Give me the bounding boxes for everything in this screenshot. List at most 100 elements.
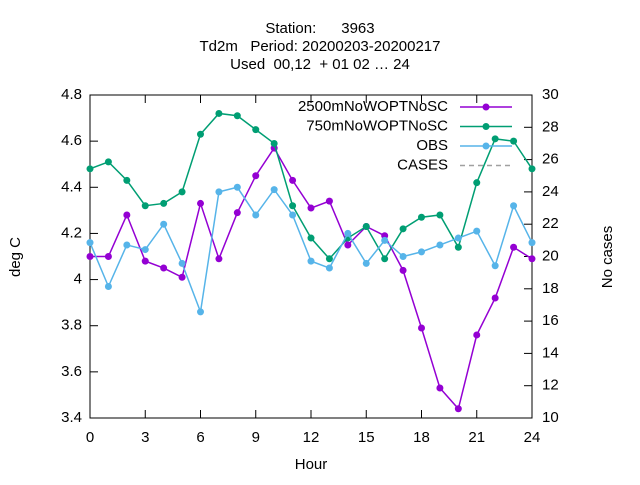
point [362, 223, 370, 231]
point [418, 213, 425, 221]
x-tick-label: 9 [252, 429, 260, 446]
point [307, 234, 315, 242]
point [233, 183, 241, 191]
point [123, 241, 131, 249]
point [160, 199, 168, 207]
point [528, 239, 536, 247]
y2-axis-label: No cases [599, 226, 616, 289]
point [510, 202, 518, 210]
point [436, 241, 444, 249]
point [104, 282, 112, 290]
point [252, 126, 260, 134]
point [454, 234, 462, 242]
point [86, 165, 94, 173]
point [454, 243, 462, 251]
point [289, 211, 297, 219]
y-tick-label: 3.4 [61, 409, 82, 426]
point [86, 253, 94, 260]
title-line: Station: 3963 [265, 20, 374, 37]
point [418, 248, 425, 256]
point [344, 229, 352, 237]
point [510, 137, 518, 145]
point [215, 255, 223, 263]
point [307, 204, 315, 212]
point [233, 112, 241, 120]
point [270, 186, 278, 194]
point [399, 225, 407, 233]
point [473, 179, 481, 187]
point [399, 253, 407, 260]
point [178, 259, 186, 267]
point [178, 188, 186, 196]
point [307, 257, 315, 265]
x-tick-label: 15 [358, 429, 375, 446]
point [454, 405, 462, 413]
point [160, 264, 168, 272]
point [418, 324, 425, 332]
point [436, 211, 444, 219]
point [362, 259, 370, 267]
point [491, 262, 499, 270]
y2-tick-label: 30 [542, 86, 559, 103]
y2-tick-label: 24 [542, 183, 559, 200]
y2-tick-label: 14 [542, 344, 559, 361]
point [215, 109, 223, 117]
point [510, 243, 518, 251]
point [141, 202, 149, 210]
x-axis-label: Hour [295, 456, 328, 473]
point [233, 209, 241, 217]
x-tick-label: 0 [86, 429, 94, 446]
legend-marker [482, 123, 490, 130]
y-tick-label: 4.2 [61, 224, 82, 241]
point [473, 331, 481, 339]
x-tick-label: 21 [468, 429, 485, 446]
point [252, 172, 260, 180]
point [160, 220, 168, 228]
y-tick-label: 4.8 [61, 86, 82, 103]
legend-label: CASES [397, 156, 448, 173]
y2-tick-label: 22 [542, 215, 559, 232]
point [104, 253, 112, 260]
y2-tick-label: 10 [542, 409, 559, 426]
point [381, 255, 389, 263]
point [491, 294, 499, 302]
legend-marker [482, 142, 490, 150]
title-line: Used 00,12 + 01 02 … 24 [230, 56, 410, 73]
y2-tick-label: 18 [542, 280, 559, 297]
point [491, 135, 499, 143]
legend-label: OBS [416, 137, 448, 154]
point [289, 176, 297, 184]
legend-label: 750mNoWOPTNoSC [306, 117, 448, 134]
point [197, 199, 204, 207]
point [289, 202, 297, 210]
point [197, 130, 204, 138]
point [325, 264, 333, 272]
point [325, 197, 333, 205]
point [528, 165, 536, 173]
y-tick-label: 3.8 [61, 317, 82, 334]
x-tick-label: 3 [141, 429, 149, 446]
legend-label: 2500mNoWOPTNoSC [298, 98, 448, 115]
point [473, 227, 481, 235]
point [252, 211, 260, 219]
point [123, 176, 131, 184]
point [344, 241, 352, 249]
point [141, 257, 149, 265]
point [178, 273, 186, 281]
x-tick-label: 6 [196, 429, 204, 446]
x-tick-label: 18 [413, 429, 430, 446]
y2-tick-label: 28 [542, 118, 559, 135]
y-tick-label: 4.4 [61, 178, 82, 195]
point [123, 211, 131, 219]
y2-tick-label: 12 [542, 377, 559, 394]
y-axis-label: deg C [7, 237, 24, 277]
point [197, 308, 204, 316]
y-tick-label: 4 [74, 271, 82, 288]
point [381, 236, 389, 244]
title-line: Td2m Period: 20200203-20200217 [199, 38, 440, 55]
x-tick-label: 24 [524, 429, 541, 446]
point [436, 384, 444, 392]
x-tick-label: 12 [303, 429, 320, 446]
y2-tick-label: 16 [542, 312, 559, 329]
